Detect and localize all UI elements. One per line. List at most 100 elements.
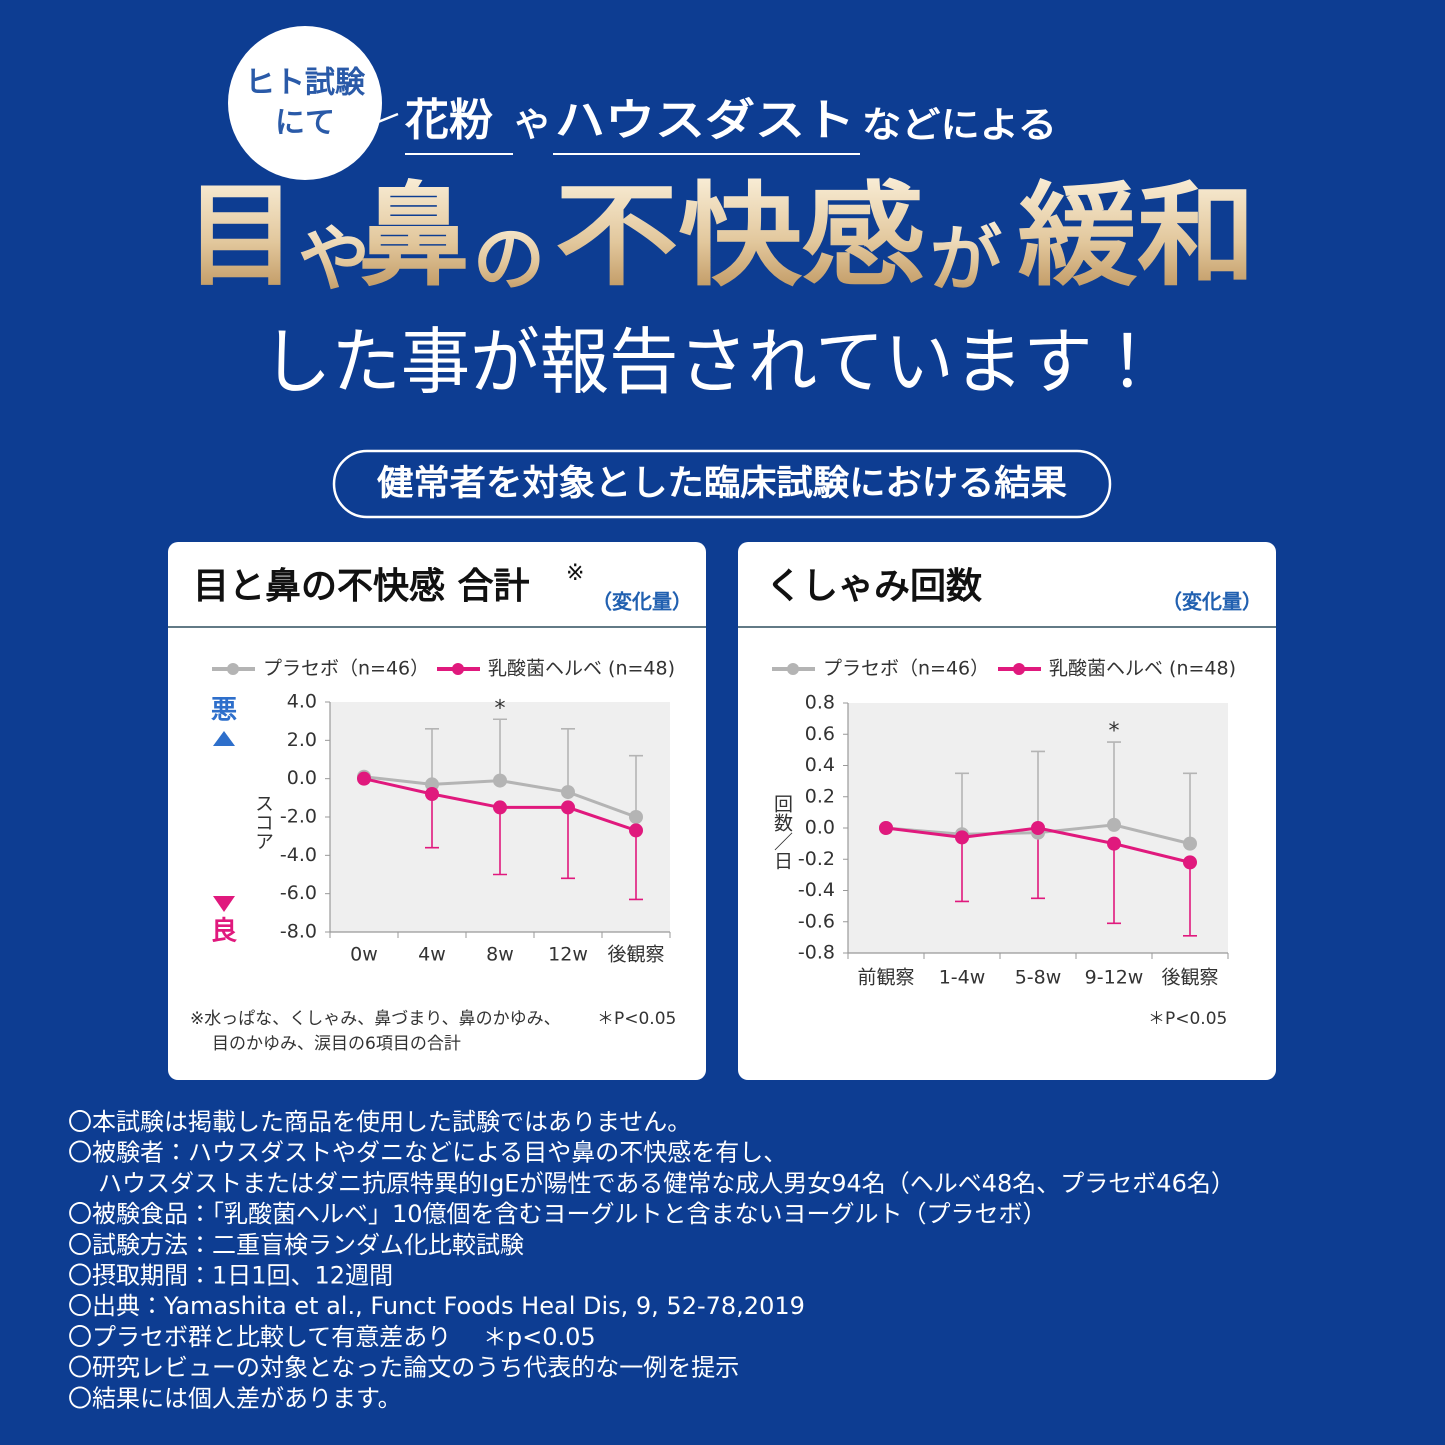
y-tick-label: 0.6 [805, 723, 835, 745]
error-bar [1031, 750, 1045, 833]
headline: の [473, 216, 545, 301]
marker [1183, 855, 1197, 870]
footnotes: 〇本試験は掲載した商品を使用した試験ではありません。〇被験者：ハウスダストやダニ… [68, 1108, 1235, 1412]
pill-text: 健常者を対象とした臨床試験における結果 [377, 464, 1067, 504]
marker [425, 777, 439, 792]
marker [561, 800, 575, 815]
headline: 緩和 [1018, 170, 1256, 301]
badge-text: ヒト試験 [245, 66, 366, 101]
badge-text: にて [275, 106, 335, 141]
headline: が [930, 216, 1002, 301]
marker [493, 773, 507, 788]
footnote: 〇プラセボ群と比較して有意差あり ＊p<0.05 [68, 1323, 596, 1351]
y-tick-label: -0.8 [798, 942, 835, 964]
panel-title: 目と鼻の不快感 合計 [193, 566, 530, 607]
significance: * [495, 696, 506, 721]
y-tick-label: 0.0 [287, 767, 317, 789]
arrow-head [213, 731, 235, 746]
title-mark: ※ [566, 561, 584, 586]
error-bar [493, 807, 507, 876]
p-note: ＊P<0.05 [597, 1009, 676, 1029]
x-tick-label: 9-12w [1085, 967, 1144, 989]
footnote: ハウスダストまたはダニ抗原特異的IgEが陽性である健常な成人男女94名（ヘルベ4… [98, 1169, 1235, 1197]
error-bar [1107, 843, 1121, 925]
x-tick-label: 後観察 [1161, 967, 1218, 989]
error-bar [629, 754, 643, 817]
marker [1031, 821, 1045, 835]
marker [561, 785, 575, 800]
header-word: や [515, 106, 549, 146]
headline: や [298, 216, 370, 301]
marker [425, 787, 439, 801]
y-tick-label: -0.4 [798, 879, 835, 901]
error-bar [1183, 862, 1197, 937]
header-word: 花粉 [404, 95, 493, 146]
header-word: ハウスダスト [555, 95, 855, 146]
subheadline: した事が報告されています！ [262, 320, 1162, 404]
error-bar [561, 807, 575, 880]
footnote: 〇結果には個人差があります。 [68, 1384, 402, 1412]
marker [629, 823, 643, 838]
y-tick-label: -4.0 [280, 844, 317, 866]
legend-marker [227, 663, 239, 675]
marker [357, 771, 371, 786]
y-tick-label: 2.0 [287, 729, 317, 751]
y-tick-label: 0.0 [805, 817, 835, 839]
y-tick-label: -0.6 [798, 910, 835, 932]
badge-tail [377, 112, 399, 124]
y-tick-label: -8.0 [280, 921, 317, 943]
error-bar [1031, 828, 1045, 900]
error-bar [425, 794, 439, 849]
y-tick-label: -2.0 [280, 806, 317, 828]
legend-label: 乳酸菌ヘルベ (n=48) [488, 658, 675, 680]
better-label: 良 [211, 917, 237, 947]
error-bar [629, 830, 643, 901]
worse-label: 悪 [211, 696, 237, 726]
error-bar [561, 728, 575, 793]
note: ※水っぱな、くしゃみ、鼻づまり、鼻のかゆみ、 [190, 1009, 561, 1029]
footnote: 〇出典：Yamashita et al., Funct Foods Heal D… [68, 1292, 805, 1320]
y-axis-label: スコア [252, 794, 274, 851]
significance: * [1109, 719, 1120, 744]
y-tick-label: 4.0 [287, 691, 317, 713]
error-bar [955, 772, 969, 835]
y-tick-label: 0.4 [805, 754, 835, 776]
footnote: 〇摂取期間：1日1回、12週間 [68, 1262, 393, 1290]
x-tick-label: 前観察 [857, 967, 914, 989]
p-note: ＊P<0.05 [1148, 1009, 1227, 1029]
unit: （変化量） [1162, 590, 1262, 614]
y-tick-label: 0.8 [805, 692, 835, 714]
x-tick-label: 0w [350, 944, 378, 966]
marker [629, 810, 643, 824]
legend-marker [452, 663, 464, 675]
x-tick-label: 12w [548, 944, 588, 966]
y-tick-label: 0.2 [805, 785, 835, 807]
footnote: 〇研究レビューの対象となった論文のうち代表的な一例を提示 [68, 1354, 739, 1382]
error-bar [425, 728, 439, 785]
error-bar [1183, 772, 1197, 844]
marker [493, 800, 507, 815]
error-bar [955, 837, 969, 903]
marker [1107, 817, 1121, 832]
headline: 不快感 [555, 170, 925, 301]
footnote: 〇本試験は掲載した商品を使用した試験ではありません。 [68, 1108, 691, 1136]
y-tick-label: -0.2 [798, 848, 835, 870]
marker [955, 830, 969, 845]
footnote: 〇被験食品：「乳酸菌ヘルベ」10億個を含むヨーグルトと含まないヨーグルト（プラセ… [68, 1200, 1047, 1228]
legend-label: プラセボ（n=46） [823, 658, 989, 680]
marker [879, 821, 893, 835]
error-bar [1107, 741, 1121, 825]
legend-marker [787, 663, 799, 675]
arrow-head [213, 896, 235, 912]
footnote: 〇被験者：ハウスダストやダニなどによる目や鼻の不快感を有し、 [68, 1139, 787, 1167]
x-tick-label: 8w [486, 944, 514, 966]
error-bar [493, 718, 507, 781]
note: 目のかゆみ、涙目の6項目の合計 [212, 1034, 461, 1054]
marker [1107, 836, 1121, 851]
badge [228, 26, 382, 180]
legend-marker [1013, 663, 1025, 675]
legend-label: プラセボ（n=46） [263, 658, 429, 680]
pill [332, 449, 1112, 519]
unit: （変化量） [592, 590, 692, 614]
